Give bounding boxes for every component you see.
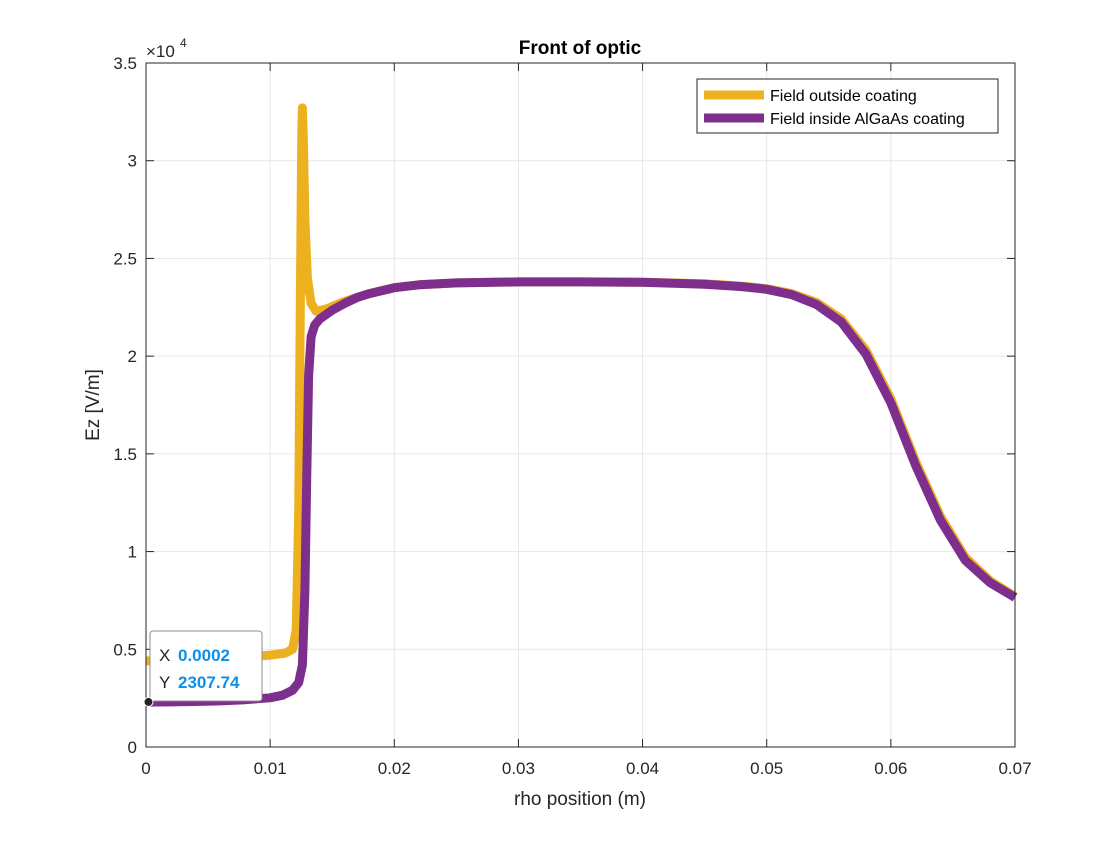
y-tick-label: 1 [128,543,137,562]
y-exponent-power: 4 [180,36,187,50]
x-tick-label: 0.04 [626,759,659,778]
datatip-x-value: 0.0002 [178,646,230,665]
x-axis-label: rho position (m) [514,789,646,810]
datatip-x-key: X [159,646,170,665]
datatip-y-value: 2307.74 [178,673,240,692]
series-field-inside-algaas-coating[interactable] [145,277,1018,707]
y-tick-label: 2.5 [113,249,137,268]
axes-background [146,63,1015,747]
legend-box [696,78,999,134]
x-tick-label: 0.02 [378,759,411,778]
datatip-box [149,630,263,702]
chart-title: Front of optic [519,38,642,59]
datatip-marker[interactable] [143,696,154,707]
x-tick-label: 0.07 [998,759,1031,778]
y-tick-label: 3 [128,152,137,171]
y-tick-label: 1.5 [113,445,137,464]
y-tick-label: 0.5 [113,640,137,659]
x-tick-label: 0.05 [750,759,783,778]
datatip[interactable]: X 0.0002 Y 2307.74 [143,630,263,707]
x-tick-label: 0 [141,759,150,778]
y-exponent-base: ×10 [146,42,175,61]
y-tick-label: 3.5 [113,54,137,73]
x-tick-label: 0.06 [874,759,907,778]
y-tick-label: 0 [128,738,137,757]
x-tick-label: 0.01 [254,759,287,778]
x-tick-label: 0.03 [502,759,535,778]
y-axis-label: Ez [V/m] [83,369,104,441]
datatip-y-key: Y [159,673,170,692]
legend-label-outside: Field outside coating [770,88,917,105]
tick-labels: 0 0.01 0.02 0.03 0.04 0.05 0.06 0.07 0 0.5 1 1.5 2 2.… [113,54,1031,778]
legend-label-inside: Field inside AlGaAs coating [770,111,965,128]
series-layer [145,103,1018,707]
axes-box [145,62,1016,748]
legend[interactable]: Field outside coating Field inside AlGaA… [696,78,999,134]
y-tick-label: 2 [128,347,137,366]
